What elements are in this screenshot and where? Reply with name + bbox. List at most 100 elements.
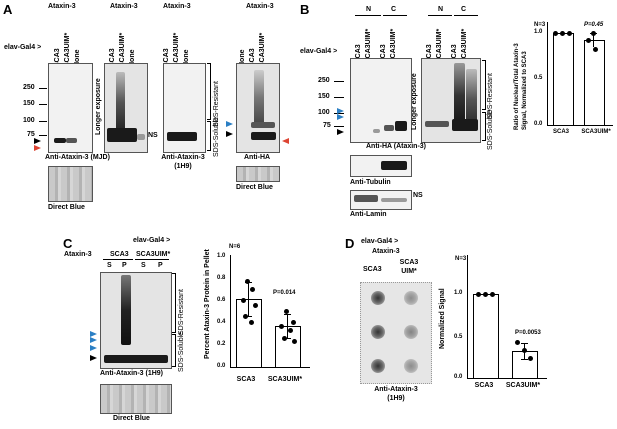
a-direct-blue-gel-1 [48, 166, 93, 202]
c-frac-p-1: P [122, 262, 127, 269]
chart-b-bar-sca3uim [584, 40, 605, 126]
chart-c-x-axis [230, 367, 310, 368]
a-red-arrow [34, 145, 41, 151]
a-blot4-smear [254, 70, 264, 125]
c-direct-blue-label: Direct Blue [113, 415, 150, 422]
d-col2-label-a: SCA3 [399, 259, 419, 266]
c-frac-s-1: S [107, 262, 112, 269]
chart-d-xlabel-2: SCA3UIM* [505, 382, 541, 389]
chart-c-p: P=0.014 [273, 290, 296, 296]
a-blot2-band-main [107, 128, 137, 142]
b-c-line-2 [454, 15, 478, 16]
c-blot-band [104, 355, 168, 363]
c-driver-label: elav-Gal4 > [133, 237, 171, 244]
c-group-line-2 [135, 259, 169, 260]
a-direct-blue-label-1: Direct Blue [48, 204, 85, 211]
b-longer-exposure: Longer exposure [411, 73, 418, 130]
b-sds-soluble-label: SDS-Soluble [487, 109, 494, 150]
b-tubulin-blot [350, 155, 412, 177]
chart-b-ylabel-1: Ratio of Nuclear/Total Ataxin-3 [514, 43, 520, 130]
b-fraction-n-1: N [366, 6, 372, 13]
d-blot-dot [404, 291, 418, 305]
a-blot2-smear [116, 72, 125, 132]
b-blue-arrow-1 [337, 108, 344, 114]
b-blot2-band-1 [425, 121, 449, 127]
b-blot2-smear-1 [454, 63, 465, 128]
a-lane-12: SCA3UIM* [259, 32, 266, 67]
a-tick-75 [39, 135, 47, 136]
a-direct-blue-label-2: Direct Blue [236, 184, 273, 191]
b-tubulin-band [381, 161, 407, 170]
b-blot1-band-3 [395, 121, 407, 131]
a-blot-1h9 [163, 63, 206, 153]
c-sds-resistant-label: SDS-Resistant [178, 289, 185, 335]
d-blot-dot [371, 291, 385, 305]
chart-d-ytick-0: 0.0 [454, 374, 463, 380]
b-driver-label: elav-Gal4 > [300, 48, 338, 55]
a-col-header-4: Ataxin-3 [246, 3, 274, 10]
chart-c-point [284, 309, 289, 314]
panel-b-letter: B [300, 2, 310, 17]
chart-d-point [483, 292, 488, 297]
a-sds-soluble-label: SDS-Soluble [213, 116, 220, 157]
b-n-line-1 [355, 15, 381, 16]
d-col1-label: SCA3 [363, 266, 382, 273]
chart-c-xlabel-1: SCA3 [236, 376, 256, 383]
c-black-arrow [90, 355, 97, 361]
a-blot-ha [236, 63, 280, 153]
a-blot3-label: Anti-Ataxin-3 [161, 154, 205, 161]
chart-d-bar-sca3 [473, 294, 499, 379]
d-col2-label-b: UIM* [401, 268, 417, 275]
d-driver-label: elav-Gal4 > [361, 238, 399, 245]
chart-c-point [243, 314, 248, 319]
b-fraction-c-2: C [461, 6, 467, 13]
chart-d-ytick-05: 0.5 [454, 334, 463, 340]
chart-b-point [560, 31, 565, 36]
b-tubulin-label: Anti-Tubulin [350, 179, 391, 186]
chart-c-bar-sca3 [236, 299, 262, 368]
chart-b-ylabel-2: Signal, Normalized to SCA3 [522, 51, 528, 130]
c-blot-smear [121, 275, 131, 345]
a-blot-longer [104, 63, 148, 153]
a-black-arrow [34, 138, 41, 144]
b-sds-soluble-bracket [482, 112, 486, 141]
d-dot-blot [360, 282, 432, 384]
chart-c-point [245, 279, 250, 284]
d-blot-dot [404, 359, 418, 373]
a-tick-100 [39, 121, 47, 122]
a-lane-5: SCA3UIM* [119, 32, 126, 67]
chart-b-xlabel-1: SCA3 [552, 129, 569, 135]
chart-d-p: P=0.0053 [515, 330, 541, 336]
chart-c-ytick-2: 0.4 [217, 319, 226, 325]
b-fraction-n-2: N [438, 6, 444, 13]
b-blot-ha [350, 58, 412, 143]
chart-d-xlabel-1: SCA3 [474, 382, 494, 389]
chart-b-xlabel-2: SCA3UIM* [581, 129, 611, 135]
d-antibody-label-1: Anti-Ataxin-3 [374, 386, 418, 393]
chart-b-point [586, 38, 591, 43]
b-blot2-band-2 [452, 119, 478, 131]
chart-c-y-axis [230, 255, 231, 367]
a-blot-mjd [48, 63, 93, 153]
chart-b-point [567, 31, 572, 36]
chart-d-x-axis [467, 378, 547, 379]
b-sds-resistant-bracket [482, 60, 486, 110]
b-tick-250 [334, 81, 344, 82]
d-blot-dot [404, 325, 418, 339]
b-fraction-c-1: C [391, 6, 397, 13]
a-col-header-2: Ataxin-3 [110, 3, 138, 10]
a-sds-soluble-bracket [207, 121, 211, 151]
chart-b-ytick-05: 0.5 [534, 75, 543, 81]
b-marker-100: 100 [318, 109, 330, 116]
chart-b-ytick-0: 0.0 [534, 121, 543, 127]
chart-c-errcap-1b [245, 316, 252, 317]
panel-a-letter: A [3, 2, 13, 17]
a-marker-150: 150 [23, 100, 35, 107]
d-ataxin-label: Ataxin-3 [372, 248, 400, 255]
chart-c-point [253, 303, 258, 308]
chart-b-point [553, 31, 558, 36]
a-blue-arrow [226, 121, 233, 127]
b-lamin-blot [350, 190, 412, 210]
b-blot-longer [421, 58, 481, 143]
chart-c-ytick-0: 0.0 [217, 363, 226, 369]
